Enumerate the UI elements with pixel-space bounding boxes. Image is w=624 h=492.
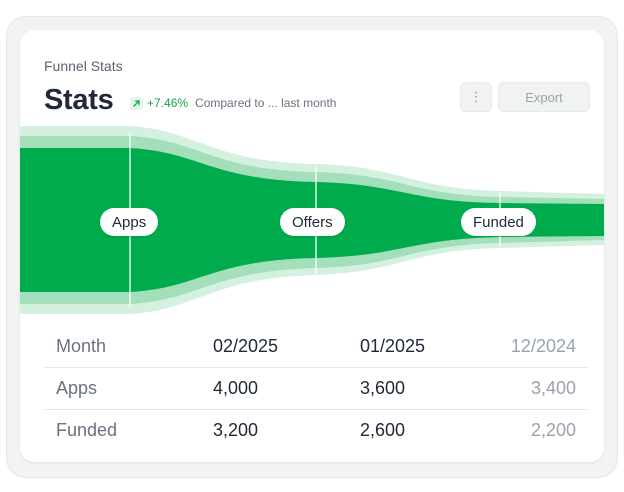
trend-up-icon xyxy=(130,96,143,110)
column-header: 01/2025 xyxy=(348,326,495,368)
table-cell: 2,200 xyxy=(530,420,576,440)
table-cell: 3,400 xyxy=(495,367,588,410)
delta-compare-text: Compared to ... last month xyxy=(195,96,337,110)
row-label: Apps xyxy=(44,367,201,410)
more-options-button[interactable]: ⋮ xyxy=(460,82,492,112)
table-row: Funded 3,200 2,600 2,200 xyxy=(44,410,588,452)
card-eyebrow: Funnel Stats xyxy=(44,58,123,74)
column-header: Month xyxy=(44,326,201,368)
stage-label-funded: Funded xyxy=(461,208,536,236)
table-row: Apps 4,000 3,600 3,400 xyxy=(44,367,588,410)
column-header: 12/2024 xyxy=(495,326,588,368)
stage-label-apps: Apps xyxy=(100,208,159,236)
export-button[interactable]: Export xyxy=(498,82,590,112)
delta-indicator: +7.46% Compared to ... last month xyxy=(130,96,336,110)
table-cell: 2,600 xyxy=(360,420,406,440)
page-title: Stats xyxy=(44,84,114,116)
row-label: Funded xyxy=(56,420,118,440)
table-header-row: Month 02/2025 01/2025 12/2024 xyxy=(44,326,588,368)
column-header: 02/2025 xyxy=(201,326,348,368)
funnel-stats-card: Funnel Stats Stats +7.46% Compared to ..… xyxy=(20,30,604,462)
stats-table: Month 02/2025 01/2025 12/2024 Apps 4,000… xyxy=(44,326,588,451)
table-cell: 4,000 xyxy=(201,367,348,410)
stage-label-offers: Offers xyxy=(280,208,345,236)
table-cell: 3,200 xyxy=(213,420,259,440)
delta-percent: +7.46% xyxy=(147,96,189,110)
table-cell: 3,600 xyxy=(348,367,495,410)
